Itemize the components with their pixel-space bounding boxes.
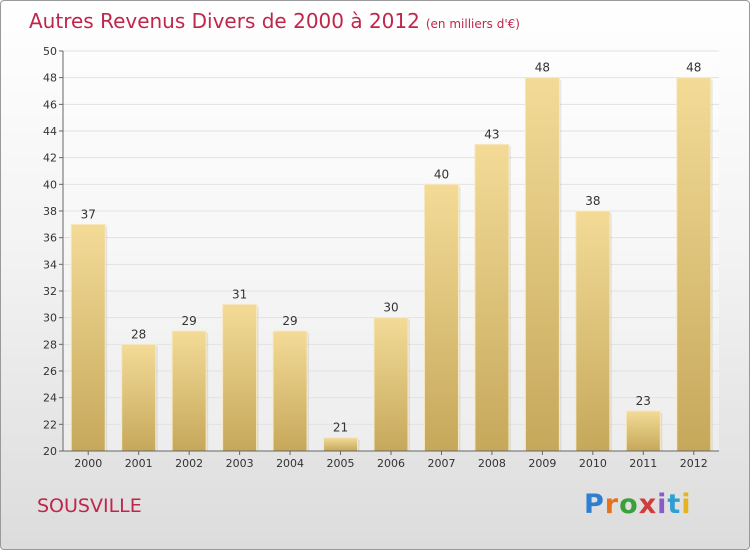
bar-2005	[323, 437, 359, 452]
bar-value-label: 48	[535, 61, 550, 75]
x-tick-label: 2002	[175, 457, 203, 470]
bar-2008	[474, 143, 510, 452]
x-tick-label: 2006	[377, 457, 405, 470]
bar-2006	[373, 317, 409, 452]
y-tick-label: 34	[43, 258, 57, 271]
y-tick-label: 48	[43, 72, 57, 85]
bar-value-label: 43	[484, 127, 499, 141]
x-tick-label: 2000	[74, 457, 102, 470]
x-tick-label: 2008	[478, 457, 506, 470]
chart-title: Autres Revenus Divers de 2000 à 2012 (en …	[29, 9, 520, 33]
bar-value-label: 21	[333, 421, 348, 435]
y-tick-label: 30	[43, 312, 57, 325]
bar-value-label: 29	[282, 314, 297, 328]
x-tick-label: 2005	[327, 457, 355, 470]
bar-2004	[272, 330, 308, 452]
bar-value-label: 48	[686, 61, 701, 75]
bar-2001	[121, 343, 157, 452]
proxiti-logo[interactable]: Proxiti	[584, 489, 692, 520]
logo-letter: i	[657, 489, 668, 520]
logo-letter: i	[681, 489, 692, 520]
logo-letter: o	[619, 489, 639, 520]
x-tick-label: 2011	[629, 457, 657, 470]
y-tick-label: 28	[43, 338, 57, 351]
y-tick-label: 40	[43, 178, 57, 191]
bar-value-label: 28	[131, 327, 146, 341]
bar-value-label: 30	[383, 301, 398, 315]
bar-value-label: 31	[232, 287, 247, 301]
bar-value-label: 29	[182, 314, 197, 328]
y-tick-label: 22	[43, 418, 57, 431]
bar-value-label: 37	[81, 207, 96, 221]
chart-title-text: Autres Revenus Divers de 2000 à 2012	[29, 9, 420, 33]
x-tick-label: 2001	[125, 457, 153, 470]
bar-2002	[171, 330, 207, 452]
bar-2011	[625, 410, 661, 452]
x-tick-label: 2009	[528, 457, 556, 470]
y-tick-label: 46	[43, 98, 57, 111]
y-tick-label: 44	[43, 125, 57, 138]
y-tick-label: 26	[43, 365, 57, 378]
bar-2009	[524, 77, 560, 452]
bar-2012	[676, 77, 712, 452]
y-tick-label: 36	[43, 232, 57, 245]
y-tick-label: 20	[43, 445, 57, 458]
bar-2003	[222, 303, 258, 452]
x-tick-label: 2003	[226, 457, 254, 470]
bar-2000	[70, 223, 106, 452]
logo-letter: r	[604, 489, 620, 520]
y-tick-label: 32	[43, 285, 57, 298]
x-tick-label: 2012	[680, 457, 708, 470]
x-tick-label: 2007	[427, 457, 455, 470]
bar-value-label: 23	[636, 394, 651, 408]
bar-layer: 37 28 29 31 29 21 30 40 43 48 38 23 48	[70, 61, 713, 452]
bar-value-label: 40	[434, 167, 449, 181]
y-tick-label: 24	[43, 392, 57, 405]
bar-2007	[423, 183, 459, 452]
logo-letter: x	[638, 489, 658, 520]
x-tick-label: 2010	[579, 457, 607, 470]
logo-letter: t	[667, 489, 682, 520]
y-tick-label: 50	[43, 45, 57, 58]
place-name: SOUSVILLE	[37, 495, 142, 517]
x-tick-label: 2004	[276, 457, 304, 470]
bar-2010	[575, 210, 611, 452]
chart-subtitle: (en milliers d'€)	[425, 17, 520, 31]
logo-letter: P	[584, 489, 605, 520]
y-tick-label: 42	[43, 152, 57, 165]
bar-value-label: 38	[585, 194, 600, 208]
axis-layer: 20 22 24 26 28 30 32 34 36 38 40 42 44 46 48 50 2000 2001…	[43, 45, 719, 470]
y-tick-label: 38	[43, 205, 57, 218]
